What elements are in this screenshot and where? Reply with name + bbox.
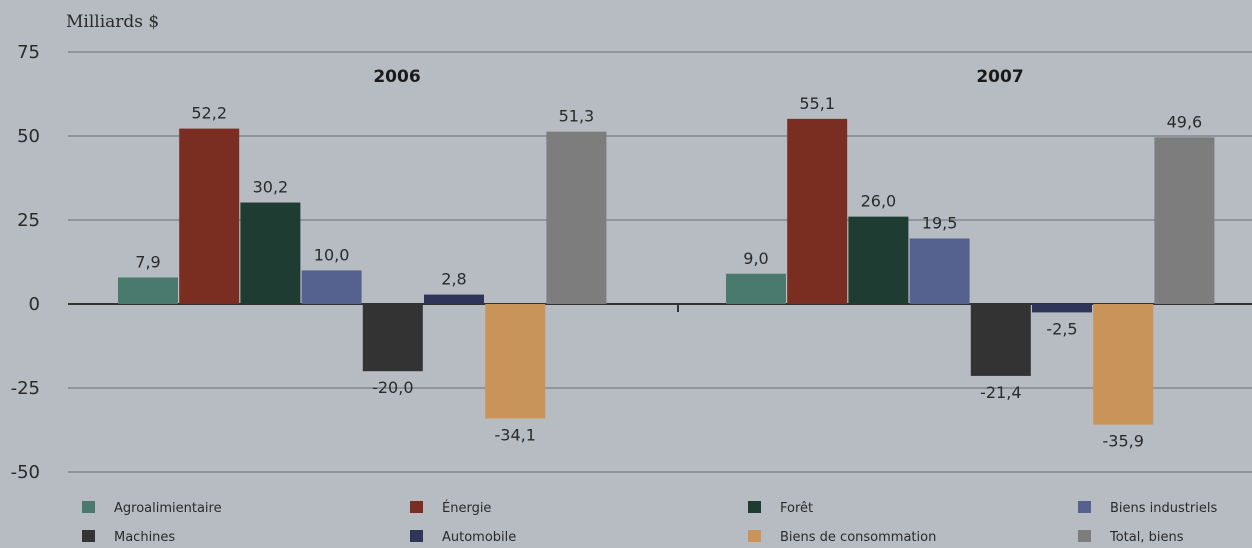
bar [1154,137,1215,304]
y-axis-label: Milliards $ [66,12,160,32]
bar [362,304,423,372]
legend-label: Automobile [442,530,516,545]
bar [1093,304,1154,425]
bar [848,216,909,304]
data-label: 51,3 [559,107,595,126]
legend-swatch [1078,530,1091,542]
legend-label: Biens industriels [1110,501,1217,516]
group-title: 2007 [976,67,1023,87]
y-tick-label: -50 [11,462,40,483]
legend-swatch [1078,501,1091,513]
legend-swatch [82,530,95,542]
bar [424,294,484,304]
y-tick-label: 50 [17,126,40,147]
bar [485,304,546,419]
data-label: 7,9 [135,252,160,271]
bar [970,304,1031,376]
y-tick-label: 25 [17,210,40,231]
data-label: -21,4 [980,383,1021,402]
legend-swatch [748,501,761,513]
legend-label: Énergie [442,500,491,516]
bar [118,277,178,304]
legend-swatch [748,530,761,542]
data-label: 52,2 [191,104,227,123]
y-tick-label: -25 [11,378,40,399]
bar [1032,304,1092,313]
legend-label: Machines [114,530,175,545]
data-label: 26,0 [861,192,897,211]
group-title: 2006 [373,67,420,87]
legend-swatch [82,501,95,513]
data-label: 2,8 [441,270,466,289]
data-label: 9,0 [743,249,768,268]
bar [787,118,848,304]
bar [179,128,240,304]
bar [909,238,970,304]
bar [301,270,362,304]
bar [546,131,607,304]
y-tick-label: 0 [29,294,40,315]
legend-swatch [410,501,423,513]
data-label: 19,5 [922,213,958,232]
legend-label: Forêt [780,501,813,516]
legend-label: Agroalimientaire [114,501,222,516]
data-label: 49,6 [1167,112,1203,131]
bar [726,273,786,304]
data-label: -20,0 [372,378,413,397]
data-label: -2,5 [1046,319,1077,338]
legend-label: Total, biens [1109,530,1184,545]
data-label: 55,1 [799,94,835,113]
data-label: 10,0 [314,245,350,264]
data-label: 30,2 [253,178,289,197]
data-label: -34,1 [494,426,535,445]
bar [240,202,301,304]
legend-swatch [410,530,423,542]
legend-label: Biens de consommation [780,530,936,545]
data-label: -35,9 [1102,432,1143,451]
y-tick-label: 75 [17,42,40,63]
